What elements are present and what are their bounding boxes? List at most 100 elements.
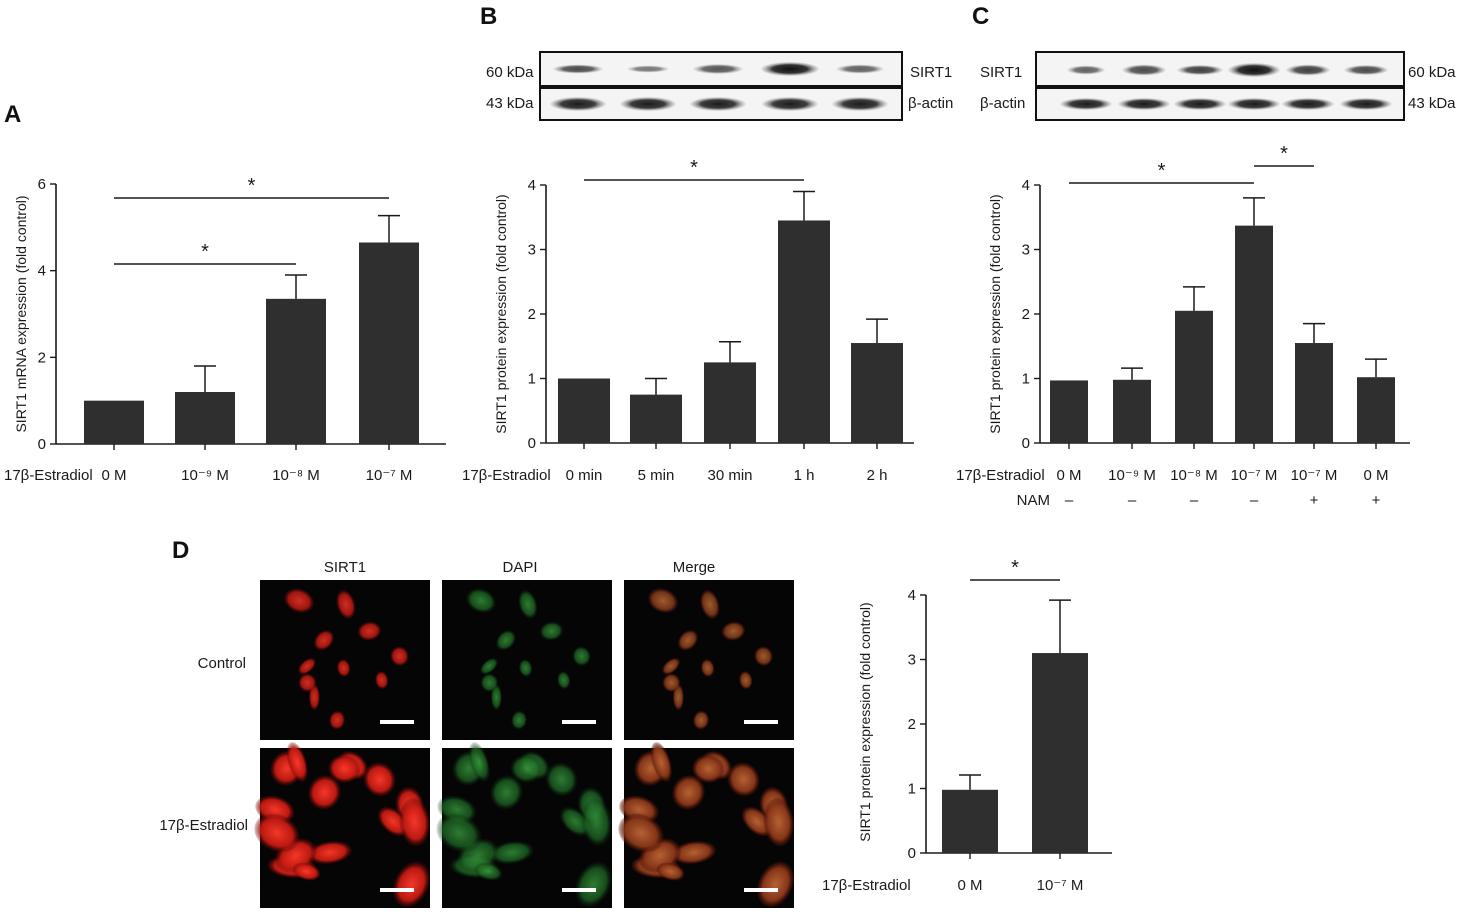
sirt1-cell	[283, 588, 315, 613]
dapi-cell	[739, 671, 753, 690]
dapi-cell	[468, 742, 490, 783]
sirt1-cell	[336, 659, 351, 677]
actin-band	[1174, 98, 1226, 110]
significance-star: *	[1280, 143, 1288, 165]
sirt1-cell	[286, 742, 308, 783]
dapi-cell	[480, 657, 499, 675]
category-label: 0 M	[1056, 467, 1081, 484]
sirt1-band	[761, 62, 819, 76]
category-label: 10⁻⁷ M	[366, 467, 413, 484]
bar	[1175, 310, 1213, 443]
dapi-cell	[700, 659, 715, 677]
nam-marker: +	[1372, 492, 1381, 509]
category-label: 10⁻⁸ M	[1170, 467, 1218, 484]
dapi-cell	[677, 629, 699, 651]
sirt1-cell	[308, 775, 341, 810]
blot-b-actin-label: β-actin	[908, 95, 953, 112]
nam-marker: –	[1128, 492, 1137, 509]
significance-star: *	[201, 241, 209, 263]
y-axis-label: SIRT1 protein expression (fold control)	[857, 602, 873, 841]
y-tick-label: 2	[908, 716, 916, 733]
dapi-cell	[436, 813, 482, 853]
category-label: 5 min	[638, 467, 675, 484]
category-label: 10⁻⁷ M	[1291, 467, 1338, 484]
dapi-cell	[545, 762, 578, 797]
bar	[1295, 343, 1333, 443]
dapi-cell	[700, 589, 720, 620]
y-axis-label: SIRT1 protein expression (fold control)	[987, 194, 1003, 433]
bar	[704, 362, 756, 443]
bar	[1032, 653, 1088, 853]
actin-band	[1340, 98, 1392, 110]
second-row-label: NAM	[1017, 492, 1050, 509]
sirt1-cell	[390, 646, 409, 666]
category-label: 10⁻⁹ M	[181, 467, 229, 484]
dapi-cell	[672, 775, 705, 810]
group-label: 17β-Estradiol	[4, 467, 93, 484]
y-tick-label: 0	[528, 435, 536, 452]
sirt1-cell	[375, 671, 389, 690]
dapi-cell	[618, 813, 664, 853]
dapi-cell	[671, 841, 717, 865]
bar	[778, 220, 830, 443]
sirt1-band	[1067, 65, 1105, 75]
blot-c-bands	[1060, 63, 1392, 110]
y-tick-label: 2	[1022, 306, 1030, 323]
dapi-cell	[581, 798, 612, 847]
sirt1-cell	[298, 673, 317, 692]
panel-letter-c: C	[972, 3, 989, 30]
sirt1-cell	[357, 621, 382, 641]
dapi-cell	[763, 798, 794, 847]
actin-band	[1228, 98, 1280, 110]
y-axis-label: SIRT1 protein expression (fold control)	[493, 194, 509, 433]
blot-b-sirt1-mw: 60 kDa	[486, 64, 534, 81]
scale-bar	[744, 888, 778, 892]
y-tick-label: 3	[908, 652, 916, 669]
sirt1-cell	[313, 629, 335, 651]
microscopy-grid: SIRT1 DAPI Merge Control 17β-Estradiol	[159, 559, 794, 908]
blot-c-sirt1-label: SIRT1	[980, 64, 1022, 81]
category-label: 0 M	[101, 467, 126, 484]
microscopy-col-sirt1: SIRT1	[324, 559, 366, 576]
bar	[558, 378, 610, 443]
dapi-cell	[490, 775, 523, 810]
sirt1-band	[1177, 65, 1223, 75]
dapi-cell	[662, 657, 681, 675]
bar	[175, 392, 235, 444]
dapi-cell	[510, 754, 542, 783]
y-tick-label: 1	[908, 781, 916, 798]
category-label: 2 h	[867, 467, 888, 484]
dapi-cell	[511, 710, 528, 730]
dapi-cell	[575, 861, 612, 908]
y-tick-label: 3	[528, 242, 536, 259]
scale-bar	[562, 888, 596, 892]
nam-marker: –	[1250, 492, 1259, 509]
chart-d: 0 1 2 3 4 SIRT1 protein expression (fold cont…	[822, 557, 1112, 894]
dapi-cell	[572, 646, 591, 666]
blot-b-bands	[550, 62, 888, 111]
dapi-cell	[693, 710, 710, 730]
sirt1-cell	[307, 841, 353, 865]
category-label: 0 M	[957, 877, 982, 894]
dapi-cell	[754, 646, 773, 666]
actin-band	[1118, 98, 1170, 110]
sirt1-band	[1286, 64, 1330, 76]
actin-band	[762, 97, 818, 111]
sirt1-band	[1228, 63, 1280, 77]
sirt1-cell	[328, 754, 360, 783]
dapi-cell	[692, 754, 724, 783]
significance-star: *	[1158, 160, 1166, 182]
bar	[84, 400, 144, 444]
dapi-cell	[495, 629, 517, 651]
y-tick-label: 0	[908, 845, 916, 862]
actin-band	[832, 97, 888, 111]
sirt1-band	[1122, 64, 1166, 76]
sirt1-cell	[329, 710, 346, 730]
category-label: 10⁻⁷ M	[1231, 467, 1278, 484]
nam-marker: –	[1190, 492, 1199, 509]
blot-c-actin-label: β-actin	[980, 95, 1025, 112]
bar	[266, 298, 326, 444]
category-label: 0 M	[1363, 467, 1388, 484]
dapi-cell	[518, 589, 538, 620]
western-blot-c: SIRT1 60 kDa β-actin 43 kDa	[980, 51, 1456, 121]
